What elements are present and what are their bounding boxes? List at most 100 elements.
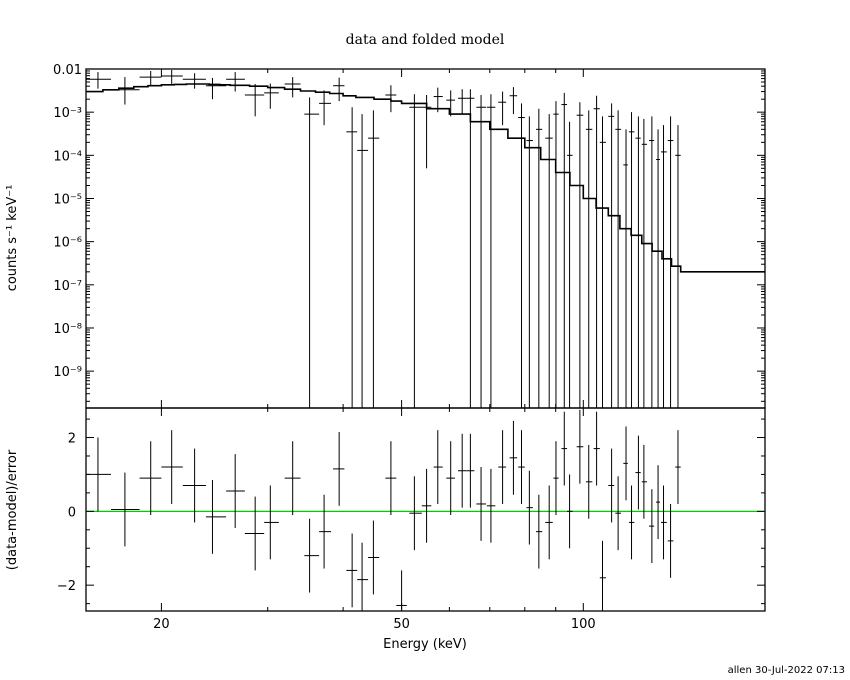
residual-point bbox=[536, 494, 543, 569]
data-point bbox=[486, 94, 496, 408]
data-point bbox=[498, 91, 507, 126]
residual-point bbox=[518, 430, 525, 504]
lower-y-tick-label: −2 bbox=[57, 579, 76, 594]
data-point bbox=[526, 116, 533, 408]
upper-y-tick-label: 10⁻³ bbox=[53, 106, 82, 121]
residual-point bbox=[409, 476, 422, 551]
data-point bbox=[660, 125, 667, 408]
data-point bbox=[608, 103, 615, 408]
upper-y-tick-label: 0.01 bbox=[53, 63, 82, 78]
residual-point bbox=[139, 441, 162, 516]
residual-point bbox=[421, 468, 432, 543]
upper-y-tick-label: 10⁻⁸ bbox=[53, 322, 82, 337]
residual-point bbox=[498, 430, 507, 504]
residual-point bbox=[346, 533, 358, 608]
lower-y-tick-label: 0 bbox=[68, 505, 76, 520]
data-point bbox=[615, 110, 622, 408]
residual-point bbox=[585, 444, 593, 519]
residual-point bbox=[615, 476, 622, 551]
data-point bbox=[226, 72, 245, 92]
data-point bbox=[284, 77, 301, 98]
residual-point bbox=[182, 448, 206, 523]
data-point bbox=[635, 116, 641, 408]
data-point bbox=[545, 114, 553, 408]
upper-panel: 0.01 10⁻³ 10⁻⁴ 10⁻⁵ 10⁻⁶ 10⁻⁷ 10⁻⁸ 10⁻⁹ counts … bbox=[5, 63, 766, 409]
lower-y-tick-label: 2 bbox=[68, 432, 76, 447]
lower-data-group bbox=[86, 409, 681, 611]
data-point bbox=[553, 101, 559, 408]
residual-point bbox=[486, 468, 496, 543]
residual-point bbox=[576, 409, 584, 484]
residual-point bbox=[567, 474, 573, 549]
data-point bbox=[319, 90, 332, 126]
residual-point bbox=[561, 411, 568, 486]
data-point bbox=[346, 107, 358, 408]
upper-tick-group: 0.01 10⁻³ 10⁻⁴ 10⁻⁵ 10⁻⁶ 10⁻⁷ 10⁻⁸ 10⁻⁹ bbox=[53, 63, 765, 402]
data-point bbox=[304, 97, 320, 408]
data-point bbox=[649, 116, 655, 408]
residual-point bbox=[264, 485, 279, 560]
upper-y-tick-label: 10⁻⁴ bbox=[53, 149, 82, 164]
residual-point bbox=[385, 441, 397, 516]
upper-data-group bbox=[86, 69, 681, 408]
data-point bbox=[244, 83, 265, 117]
data-point bbox=[656, 129, 661, 408]
data-point bbox=[457, 89, 467, 115]
residual-point bbox=[226, 454, 245, 528]
data-point bbox=[567, 121, 573, 408]
residual-point bbox=[599, 540, 606, 611]
residual-point bbox=[649, 489, 655, 564]
upper-y-tick-label: 10⁻⁷ bbox=[53, 279, 82, 294]
chart-title: data and folded model bbox=[346, 32, 505, 48]
data-point bbox=[628, 112, 635, 408]
residual-point bbox=[457, 433, 467, 508]
data-point bbox=[466, 89, 475, 408]
residual-point bbox=[608, 448, 615, 523]
data-point bbox=[667, 116, 674, 408]
upper-y-tick-label: 10⁻⁶ bbox=[53, 236, 82, 251]
upper-y-axis-label: counts s⁻¹ keV⁻¹ bbox=[5, 185, 20, 292]
data-point bbox=[536, 108, 543, 408]
residual-point bbox=[509, 420, 518, 495]
upper-y-tick-label: 10⁻⁵ bbox=[53, 192, 82, 207]
residual-point bbox=[205, 479, 227, 554]
lower-panel: −2 0 2 (data-model)/error bbox=[5, 407, 766, 612]
residual-point bbox=[526, 470, 533, 545]
residual-point bbox=[553, 441, 559, 516]
residual-point bbox=[656, 465, 661, 540]
lower-tick-group: −2 0 2 bbox=[57, 418, 765, 605]
residual-point bbox=[319, 494, 332, 569]
residual-point bbox=[357, 542, 369, 611]
data-point bbox=[623, 129, 628, 408]
folded-model-line bbox=[86, 83, 765, 273]
data-point bbox=[409, 94, 422, 408]
residual-point bbox=[675, 430, 681, 504]
data-point bbox=[139, 70, 162, 87]
residual-point bbox=[368, 520, 380, 595]
upper-y-tick-label: 10⁻⁹ bbox=[53, 365, 82, 380]
residual-point bbox=[446, 441, 456, 516]
residual-point bbox=[667, 503, 674, 578]
lower-y-axis-label: (data-model)/error bbox=[5, 449, 20, 570]
data-point bbox=[368, 110, 380, 408]
residual-point bbox=[628, 485, 635, 560]
residual-point bbox=[660, 485, 667, 560]
residual-point bbox=[304, 518, 320, 593]
residual-point bbox=[545, 485, 553, 560]
x-axis-label: Energy (keV) bbox=[383, 637, 467, 652]
residual-point bbox=[635, 435, 641, 510]
lower-frame bbox=[85, 407, 766, 612]
residual-point bbox=[466, 433, 475, 508]
data-point bbox=[561, 92, 568, 408]
residual-point bbox=[433, 430, 443, 504]
data-point bbox=[86, 72, 111, 89]
residual-point bbox=[623, 426, 628, 501]
data-point bbox=[641, 118, 647, 408]
data-point bbox=[476, 94, 487, 408]
x-tick-group: 20 50 100 bbox=[153, 69, 766, 632]
data-point bbox=[599, 116, 606, 408]
residual-point bbox=[593, 411, 600, 486]
residual-point bbox=[284, 441, 301, 516]
data-point bbox=[161, 69, 183, 84]
